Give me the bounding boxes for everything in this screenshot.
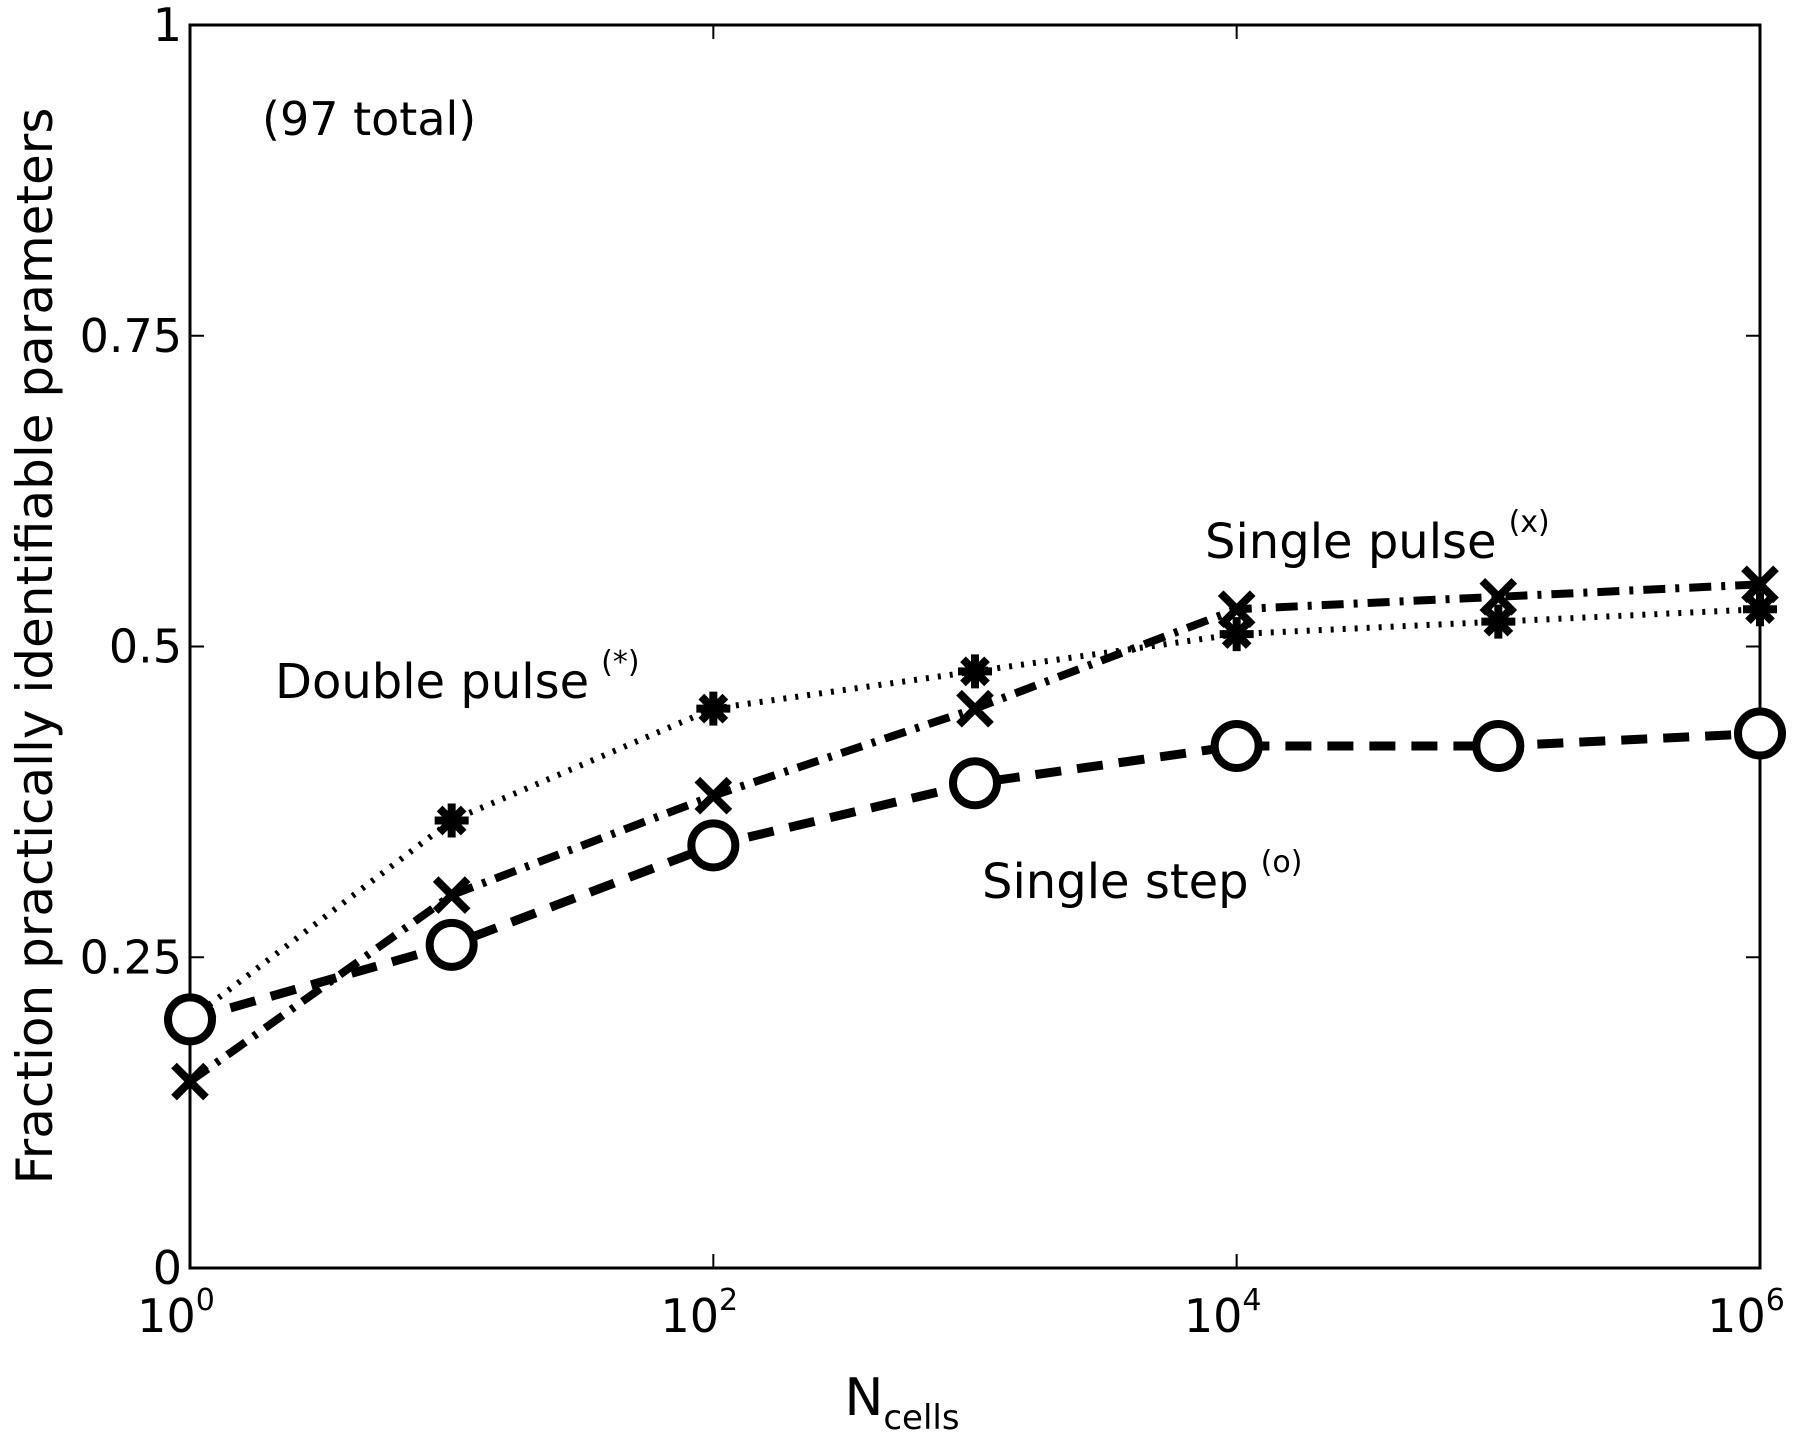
x-marker-stroke	[1479, 577, 1518, 616]
y-tick-label: 0.75	[80, 309, 182, 363]
asterisk-marker-core	[703, 698, 724, 719]
data-point-single-pulse	[171, 1062, 209, 1101]
y-axis-label: Fraction practically identifiable parame…	[6, 108, 64, 1185]
data-point-single-pulse	[1217, 590, 1256, 629]
plot-area	[188, 23, 1762, 1270]
asterisk-marker-core	[1488, 611, 1509, 632]
y-axis-ticks: 0 0.25 0.5 0.75 1	[80, 0, 1760, 1295]
data-point-single-pulse	[1741, 565, 1779, 604]
data-point-single-pulse	[956, 689, 994, 728]
y-tick-label: 1	[153, 0, 182, 52]
x-axis-label: Ncells	[844, 1368, 959, 1435]
x-marker-stroke	[956, 689, 994, 728]
series-label-single-step: Single step (o)	[982, 845, 1302, 910]
x-marker-stroke	[432, 876, 471, 914]
data-point-single-step	[164, 993, 216, 1046]
data-point-double-pulse	[1743, 592, 1777, 627]
data-point-double-pulse	[1481, 604, 1516, 639]
series-markers	[164, 565, 1786, 1101]
data-point-single-pulse	[694, 776, 733, 815]
series-label-double-pulse: Double pulse (*)	[275, 645, 640, 710]
y-tick-label: 0.25	[80, 930, 182, 984]
x-marker-stroke	[694, 776, 733, 815]
x-axis-ticks: 100 102 104 106	[137, 25, 1785, 1343]
data-point-single-step	[1472, 719, 1525, 772]
data-point-double-pulse	[1219, 617, 1254, 652]
asterisk-marker-core	[1750, 599, 1770, 620]
asterisk-marker-core	[441, 810, 462, 831]
data-point-single-step	[425, 918, 478, 971]
data-point-double-pulse	[958, 654, 992, 689]
data-point-single-step	[1210, 719, 1263, 772]
series-label-single-pulse: Single pulse (x)	[1205, 505, 1550, 570]
data-point-single-step	[1734, 707, 1786, 760]
x-marker-stroke	[171, 1062, 209, 1101]
asterisk-marker-core	[965, 661, 985, 682]
y-tick-label: 0	[153, 1241, 182, 1295]
asterisk-marker-core	[1226, 624, 1247, 645]
x-tick-label: 100	[137, 1283, 215, 1343]
data-point-single-pulse	[432, 876, 471, 914]
annotation-total: (97 total)	[262, 92, 476, 146]
data-point-single-pulse	[1479, 577, 1518, 616]
data-point-single-step	[949, 757, 1001, 810]
x-tick-label: 104	[1184, 1283, 1262, 1343]
x-tick-label: 106	[1707, 1283, 1785, 1343]
data-point-double-pulse	[696, 691, 731, 726]
data-point-double-pulse	[434, 803, 469, 838]
x-tick-label: 102	[661, 1283, 739, 1343]
x-marker-stroke	[1217, 590, 1256, 629]
data-point-single-step	[687, 819, 740, 872]
x-marker-stroke	[1741, 565, 1779, 604]
y-tick-label: 0.5	[109, 620, 182, 674]
